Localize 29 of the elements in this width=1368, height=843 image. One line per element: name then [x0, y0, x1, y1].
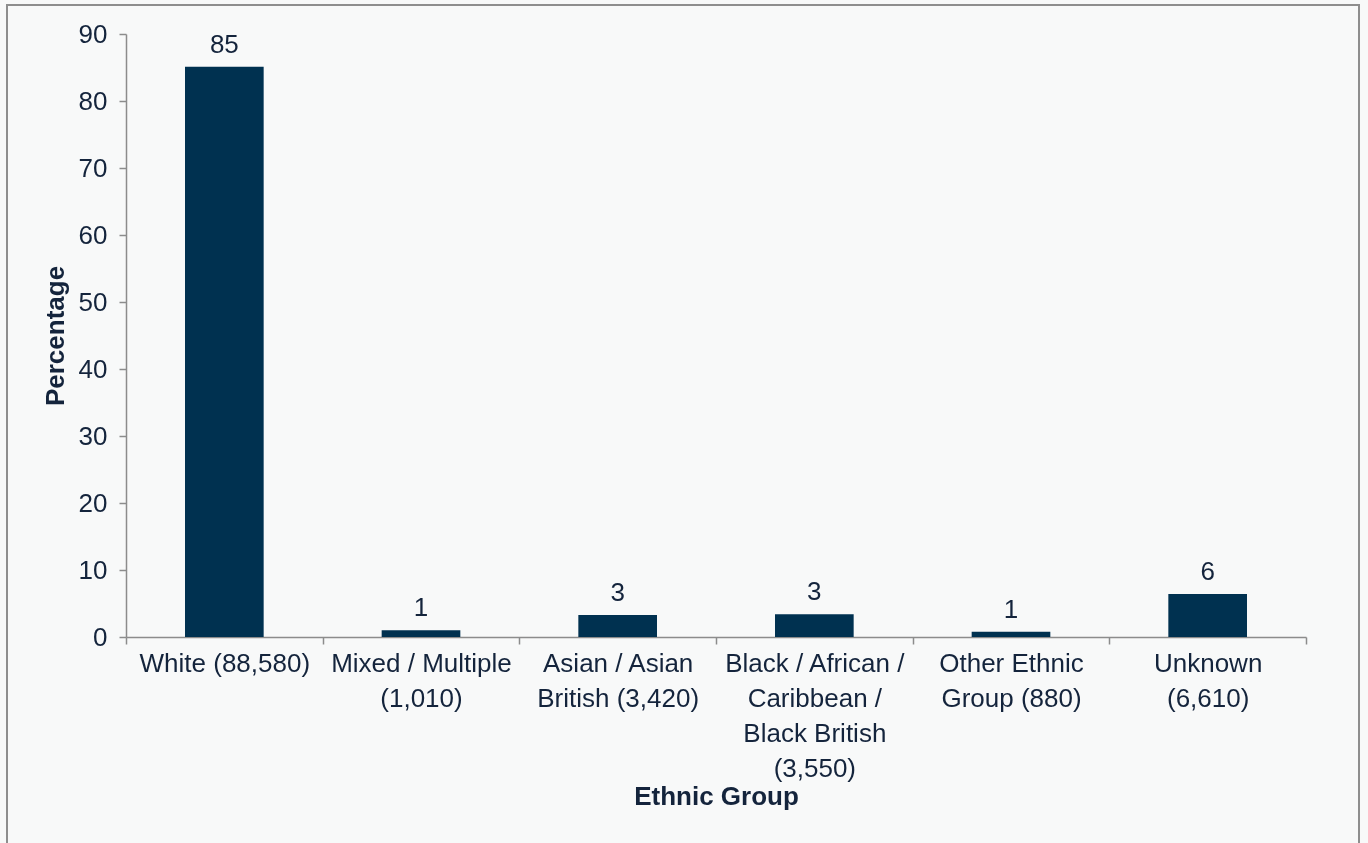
bar: [775, 614, 854, 637]
y-tick-label: 90: [78, 18, 108, 49]
bar: [971, 631, 1051, 637]
bar: [185, 66, 264, 637]
x-tick-label: Asian / Asian British (3,420): [537, 647, 700, 713]
bar: [381, 630, 461, 637]
x-tick-label: Black / African / Caribbean / Black British (3,550): [725, 647, 906, 783]
x-tick-label: Unknown (6,610): [1153, 647, 1263, 713]
y-tick-label: 50: [78, 286, 108, 317]
y-tick-label: 40: [78, 353, 108, 384]
bar: [578, 614, 657, 637]
y-axis-title: Percentage: [39, 265, 70, 407]
x-tick-label: Other Ethnic Group (880): [939, 647, 1084, 713]
data-label: 1: [413, 592, 429, 623]
x-tick-label: White (88,580): [139, 647, 311, 678]
y-tick-label: 70: [78, 152, 108, 183]
bar: [1168, 594, 1247, 637]
y-tick-label: 60: [78, 219, 108, 250]
data-label: 6: [1200, 556, 1215, 587]
y-tick-label: 30: [78, 420, 108, 451]
y-tick-label: 80: [78, 85, 108, 116]
y-tick-label: 20: [78, 487, 108, 518]
data-label: 85: [209, 28, 239, 59]
data-label: 1: [1003, 593, 1019, 624]
data-label: 3: [807, 576, 822, 607]
y-tick-label: 10: [78, 554, 108, 585]
y-tick-label: 0: [93, 621, 108, 652]
x-tick-label: Mixed / Multiple (1,010): [331, 647, 512, 713]
data-label: 3: [610, 576, 625, 607]
